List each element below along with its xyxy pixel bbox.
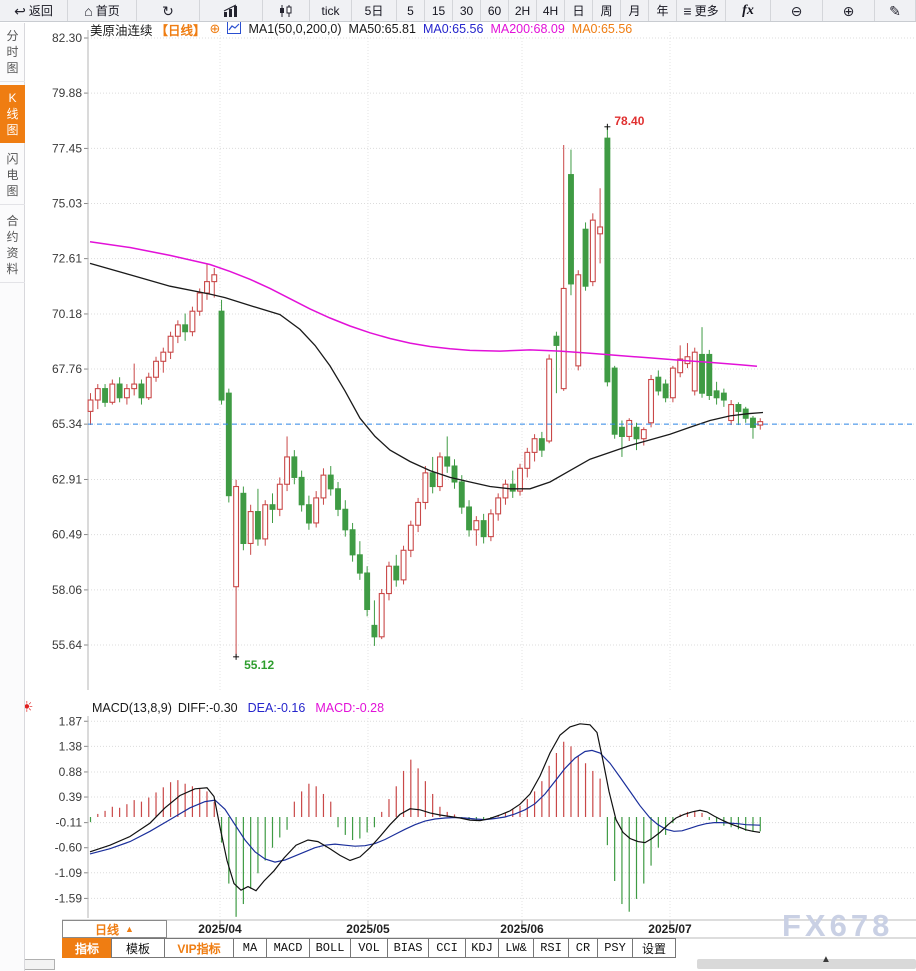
tab-boll[interactable]: BOLL (309, 938, 351, 958)
svg-text:55.64: 55.64 (52, 638, 82, 652)
svg-text:2025/06: 2025/06 (500, 922, 544, 936)
macd-header: MACD(13,8,9) DIFF:-0.30 DEA:-0.16 MACD:-… (92, 700, 384, 716)
sidebar-item-kline-chart[interactable]: K线图 (0, 85, 25, 143)
period-month-button[interactable]: 月 (621, 0, 649, 21)
svg-text:65.34: 65.34 (52, 417, 82, 431)
svg-text:1.38: 1.38 (59, 739, 83, 753)
macd-value: MACD:-0.28 (315, 701, 385, 715)
more-button[interactable]: ≡ 更多 (677, 0, 726, 21)
svg-text:58.06: 58.06 (52, 583, 82, 597)
main-chart-header: 美原油连续 【日线】 ⊕ MA1(50,0,200,0) MA50:65.81 … (90, 21, 633, 38)
svg-text:70.18: 70.18 (52, 307, 82, 321)
period-4h-button[interactable]: 4H (537, 0, 565, 21)
period-2h-button[interactable]: 2H (509, 0, 537, 21)
period-label: 日线 (95, 922, 120, 937)
zoom-out-button[interactable]: ⊖ (771, 0, 823, 21)
bottom-strip: ▲ (0, 955, 916, 971)
watermark: FX678 (782, 908, 894, 943)
back-button[interactable]: ↩ 返回 (0, 0, 68, 21)
chart-type-icon[interactable] (227, 21, 242, 37)
tab-vip-indicators[interactable]: VIP指标 (164, 938, 234, 958)
left-sidebar: 分时图 K线图闪电图合约资料 (0, 23, 25, 971)
period-badge[interactable]: 【日线】 (155, 23, 206, 38)
svg-text:82.30: 82.30 (52, 31, 82, 45)
add-compare-icon[interactable]: ⊕ (209, 21, 221, 36)
ma200-value: MA200:68.09 (490, 22, 565, 36)
svg-text:62.91: 62.91 (52, 472, 82, 486)
ma0-blue-value: MA0:65.56 (422, 22, 484, 36)
tab-lw[interactable]: LW& (498, 938, 534, 958)
svg-text:0.88: 0.88 (59, 765, 83, 779)
svg-text:1.87: 1.87 (59, 714, 83, 728)
main-plot-area[interactable] (88, 30, 916, 690)
ma-settings-label: MA1(50,0,200,0) (248, 22, 342, 36)
svg-text:2025/04: 2025/04 (198, 922, 242, 936)
candle-chart-button[interactable] (263, 0, 310, 21)
indicator-fx-button[interactable]: fx (726, 0, 771, 21)
ma0-orange-value: MA0:65.56 (571, 22, 633, 36)
tab-templates[interactable]: 模板 (111, 938, 165, 958)
period-5min-button[interactable]: 5 (397, 0, 425, 21)
tab-macd[interactable]: MACD (266, 938, 310, 958)
period-week-button[interactable]: 周 (593, 0, 621, 21)
period-5day-button[interactable]: 5日 (352, 0, 397, 21)
period-day-button[interactable]: 日 (565, 0, 593, 21)
zoom-in-button[interactable]: ⊕ (823, 0, 875, 21)
tab-bias[interactable]: BIAS (387, 938, 429, 958)
macd-params-label: MACD(13,8,9) (92, 701, 172, 715)
tab-settings[interactable]: 设置 (632, 938, 676, 958)
triangle-up-icon: ▲ (125, 924, 134, 934)
period-selector[interactable]: 日线 ▲ (62, 920, 167, 938)
top-toolbar: ↩ 返回 ⌂ 首页 ↻ tick 5日 5 15 30 60 2H 4H 日周月年 ≡ 更多 fx ⊖ ⊕ ✎ (0, 0, 916, 22)
svg-text:79.88: 79.88 (52, 86, 82, 100)
tab-cci[interactable]: CCI (428, 938, 466, 958)
refresh-button[interactable]: ↻ (137, 0, 200, 21)
svg-text:78.40: 78.40 (614, 114, 644, 128)
svg-text:67.76: 67.76 (52, 362, 82, 376)
tab-psy[interactable]: PSY (597, 938, 633, 958)
tab-cr[interactable]: CR (568, 938, 598, 958)
tab-ma[interactable]: MA (233, 938, 267, 958)
period-15min-button[interactable]: 15 (425, 0, 453, 21)
svg-text:-0.11: -0.11 (56, 816, 83, 830)
period-year-button[interactable]: 年 (649, 0, 677, 21)
svg-text:2025/07: 2025/07 (648, 922, 692, 936)
svg-text:77.45: 77.45 (52, 141, 82, 155)
expand-panel-icon[interactable]: ▲ (821, 954, 831, 965)
svg-text:2025/05: 2025/05 (346, 922, 390, 936)
symbol-name[interactable]: 美原油连续 (90, 23, 153, 38)
draw-button[interactable]: ✎ (875, 0, 916, 21)
svg-text:-0.60: -0.60 (55, 841, 83, 855)
diff-value: DIFF:-0.30 (177, 701, 238, 715)
period-60min-button[interactable]: 60 (481, 0, 509, 21)
sidebar-item-lightning-chart[interactable]: 闪电图 (0, 146, 25, 205)
dea-value: DEA:-0.16 (247, 701, 306, 715)
tick-button[interactable]: tick (310, 0, 352, 21)
tab-kdj[interactable]: KDJ (465, 938, 499, 958)
macd-plot-area[interactable] (88, 716, 916, 918)
area-chart-button[interactable] (200, 0, 263, 21)
svg-text:-1.09: -1.09 (55, 866, 83, 880)
home-button[interactable]: ⌂ 首页 (68, 0, 137, 21)
tab-indicators[interactable]: 指标 (62, 938, 112, 958)
horizontal-scrollbar[interactable]: ▲ (697, 955, 916, 969)
sidebar-item-time-chart[interactable]: 分时图 (0, 23, 25, 82)
svg-text:0.39: 0.39 (59, 790, 83, 804)
svg-text:75.03: 75.03 (52, 197, 82, 211)
svg-text:72.61: 72.61 (52, 252, 82, 266)
tab-vol[interactable]: VOL (350, 938, 388, 958)
tab-rsi[interactable]: RSI (533, 938, 569, 958)
svg-text:60.49: 60.49 (52, 528, 82, 542)
svg-text:55.12: 55.12 (244, 658, 274, 672)
ma50-value: MA50:65.81 (348, 22, 416, 36)
svg-text:-1.59: -1.59 (55, 891, 83, 905)
sidebar-item-contract-info[interactable]: 合约资料 (0, 208, 25, 283)
period-30min-button[interactable]: 30 (453, 0, 481, 21)
indicator-tabs: 指标 模板 VIP指标 MA MACD BOLL VOL BIAS CCI KDJ LW& RSI CR… (62, 938, 676, 958)
